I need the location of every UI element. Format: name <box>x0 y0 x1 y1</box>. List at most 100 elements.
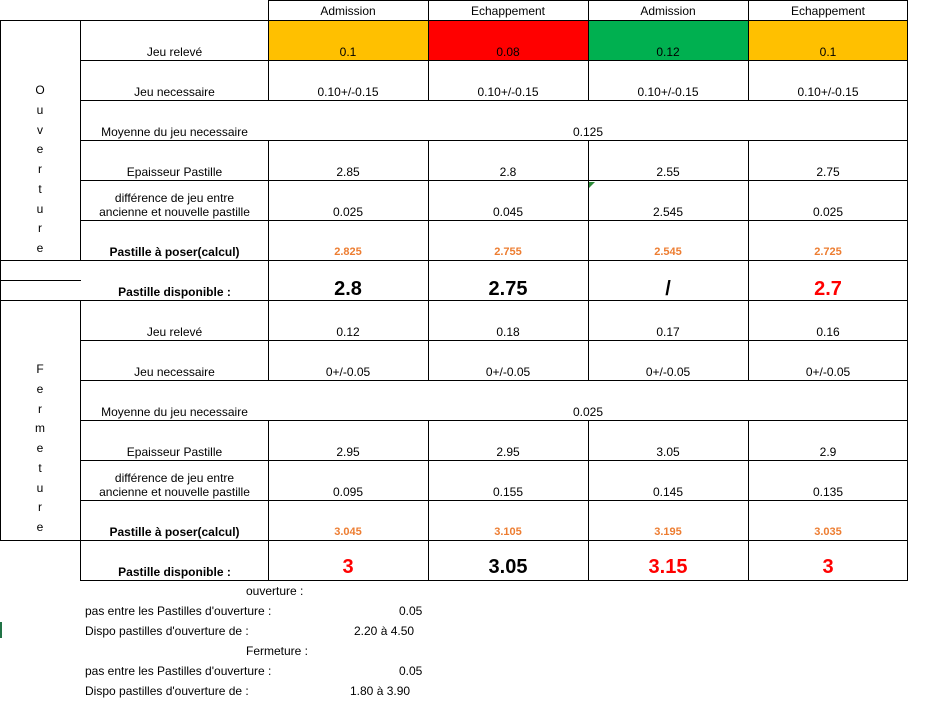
ouv-jeu-releve-3[interactable]: 0.12 <box>588 21 748 61</box>
ferm-epaisseur-2[interactable]: 2.95 <box>496 445 520 459</box>
ouv-jeu-releve-2[interactable]: 0.08 <box>428 21 588 61</box>
header-admission-1[interactable]: Admission <box>320 3 376 18</box>
ouv-epaisseur-3[interactable]: 2.55 <box>656 165 680 179</box>
grid-line <box>0 20 908 21</box>
ferm-calcul-label[interactable]: Pastille à poser(calcul) <box>109 525 240 539</box>
notes-fermeture-pas-label[interactable]: pas entre les Pastilles d'ouverture : <box>85 664 272 678</box>
ouv-difference-label-line1: différence de jeu entre <box>114 191 235 205</box>
header-admission-2[interactable]: Admission <box>640 3 696 18</box>
ouv-moyenne-value[interactable]: 0.125 <box>572 125 604 139</box>
ferm-difference-label[interactable]: différence de jeu entre ancienne et nouv… <box>81 461 268 501</box>
notes-ouverture-dispo-value[interactable]: 2.20 à 4.50 <box>354 624 415 638</box>
ferm-jeu-necessaire-1[interactable]: 0+/-0.05 <box>325 365 371 379</box>
ferm-calcul-4[interactable]: 3.035 <box>814 526 842 538</box>
ouv-disponible-2[interactable]: 2.75 <box>488 278 528 300</box>
grid-line <box>748 0 749 101</box>
ferm-moyenne-label[interactable]: Moyenne du jeu necessaire <box>101 405 248 419</box>
ouv-jeu-necessaire-2[interactable]: 0.10+/-0.15 <box>477 85 539 99</box>
grid-line <box>748 420 749 581</box>
ferm-jeu-necessaire-4[interactable]: 0+/-0.05 <box>805 365 851 379</box>
ferm-difference-2[interactable]: 0.155 <box>492 485 524 499</box>
header-echappement-2[interactable]: Echappement <box>790 3 866 18</box>
ouv-disponible-4[interactable]: 2.7 <box>814 278 842 300</box>
ouv-calcul-3[interactable]: 2.545 <box>654 246 682 258</box>
ferm-jeu-necessaire-2[interactable]: 0+/-0.05 <box>485 365 531 379</box>
ferm-epaisseur-3[interactable]: 3.05 <box>656 445 680 459</box>
ouv-calcul-2[interactable]: 2.755 <box>494 246 522 258</box>
grid-line <box>81 220 908 221</box>
ouv-calcul-4[interactable]: 2.725 <box>814 246 842 258</box>
ferm-calcul-3[interactable]: 3.195 <box>654 526 682 538</box>
grid-line <box>81 580 908 581</box>
notes-ouverture-title[interactable]: ouverture : <box>246 584 304 598</box>
grid-line <box>588 140 589 381</box>
grid-line <box>907 0 908 581</box>
ouv-difference-3[interactable]: 2.545 <box>652 205 684 219</box>
selection-edge-marker <box>0 622 2 638</box>
ouv-difference-1[interactable]: 0.025 <box>332 205 364 219</box>
ferm-difference-label-line2: ancienne et nouvelle pastille <box>99 485 250 499</box>
ouv-jeu-releve-1[interactable]: 0.1 <box>268 21 428 61</box>
notes-ouverture-dispo-label[interactable]: Dispo pastilles d'ouverture de : <box>85 624 249 638</box>
grid-line <box>0 300 908 301</box>
ouv-difference-4[interactable]: 0.025 <box>812 205 844 219</box>
ferm-epaisseur-label[interactable]: Epaisseur Pastille <box>126 445 223 459</box>
notes-fermeture-dispo-label[interactable]: Dispo pastilles d'ouverture de : <box>85 684 249 698</box>
ferm-disponible-3[interactable]: 3.15 <box>648 556 688 578</box>
notes-fermeture-pas-value[interactable]: 0.05 <box>399 664 423 678</box>
ouv-epaisseur-2[interactable]: 2.8 <box>499 165 517 179</box>
ouv-difference-label[interactable]: différence de jeu entre ancienne et nouv… <box>81 181 268 221</box>
ferm-jeu-necessaire-label[interactable]: Jeu necessaire <box>134 365 215 379</box>
grid-line <box>81 140 908 141</box>
grid-line <box>81 500 908 501</box>
notes-ouverture-pas-label[interactable]: pas entre les Pastilles d'ouverture : <box>85 604 272 618</box>
ferm-difference-label-line1: différence de jeu entre <box>114 471 235 485</box>
ferm-disponible-4[interactable]: 3 <box>822 556 834 578</box>
ferm-disponible-1[interactable]: 3 <box>342 556 354 578</box>
ouv-jeu-necessaire-4[interactable]: 0.10+/-0.15 <box>797 85 859 99</box>
ferm-jeu-releve-2[interactable]: 0.18 <box>496 325 520 339</box>
ferm-moyenne-value[interactable]: 0.025 <box>572 405 604 419</box>
ferm-calcul-1[interactable]: 3.045 <box>334 526 362 538</box>
ouv-epaisseur-label[interactable]: Epaisseur Pastille <box>126 165 223 179</box>
ouv-difference-2[interactable]: 0.045 <box>492 205 524 219</box>
notes-fermeture-title[interactable]: Fermeture : <box>246 644 309 658</box>
grid-line <box>428 140 429 381</box>
header-echappement-1[interactable]: Echappement <box>470 3 546 18</box>
ouv-epaisseur-4[interactable]: 2.75 <box>816 165 840 179</box>
ouv-disponible-3[interactable]: / <box>665 278 671 300</box>
ferm-jeu-releve-1[interactable]: 0.12 <box>336 325 360 339</box>
ouv-calcul-label[interactable]: Pastille à poser(calcul) <box>109 245 240 259</box>
ouv-jeu-releve-4[interactable]: 0.1 <box>748 21 908 61</box>
ouv-jeu-necessaire-label[interactable]: Jeu necessaire <box>134 85 215 99</box>
grid-line <box>0 280 81 281</box>
ferm-jeu-releve-label[interactable]: Jeu relevé <box>146 325 203 339</box>
ferm-disponible-label[interactable]: Pastille disponible : <box>118 565 231 579</box>
ferm-disponible-2[interactable]: 3.05 <box>488 556 528 578</box>
ouv-jeu-releve-label[interactable]: Jeu relevé <box>146 45 203 59</box>
grid-line <box>0 540 908 541</box>
ferm-calcul-2[interactable]: 3.105 <box>494 526 522 538</box>
ferm-jeu-necessaire-3[interactable]: 0+/-0.05 <box>645 365 691 379</box>
notes-fermeture-dispo-value[interactable]: 1.80 à 3.90 <box>350 684 411 698</box>
grid-line <box>81 460 908 461</box>
ouv-jeu-necessaire-3[interactable]: 0.10+/-0.15 <box>637 85 699 99</box>
ferm-jeu-releve-4[interactable]: 0.16 <box>816 325 840 339</box>
ferm-difference-4[interactable]: 0.135 <box>812 485 844 499</box>
ferm-difference-3[interactable]: 0.145 <box>652 485 684 499</box>
ferm-epaisseur-1[interactable]: 2.95 <box>336 445 360 459</box>
ouv-jeu-necessaire-1[interactable]: 0.10+/-0.15 <box>317 85 379 99</box>
ouv-epaisseur-1[interactable]: 2.85 <box>336 165 360 179</box>
notes-ouverture-pas-value[interactable]: 0.05 <box>399 604 423 618</box>
ouv-disponible-label[interactable]: Pastille disponible : <box>118 285 231 299</box>
ferm-difference-1[interactable]: 0.095 <box>332 485 364 499</box>
ferm-jeu-releve-3[interactable]: 0.17 <box>656 325 680 339</box>
ouv-disponible-1[interactable]: 2.8 <box>334 278 362 300</box>
grid-line <box>268 0 269 101</box>
grid-line <box>588 0 589 101</box>
ouv-calcul-1[interactable]: 2.825 <box>334 246 362 258</box>
ouv-moyenne-label[interactable]: Moyenne du jeu necessaire <box>101 125 248 139</box>
ferm-epaisseur-4[interactable]: 2.9 <box>819 445 837 459</box>
